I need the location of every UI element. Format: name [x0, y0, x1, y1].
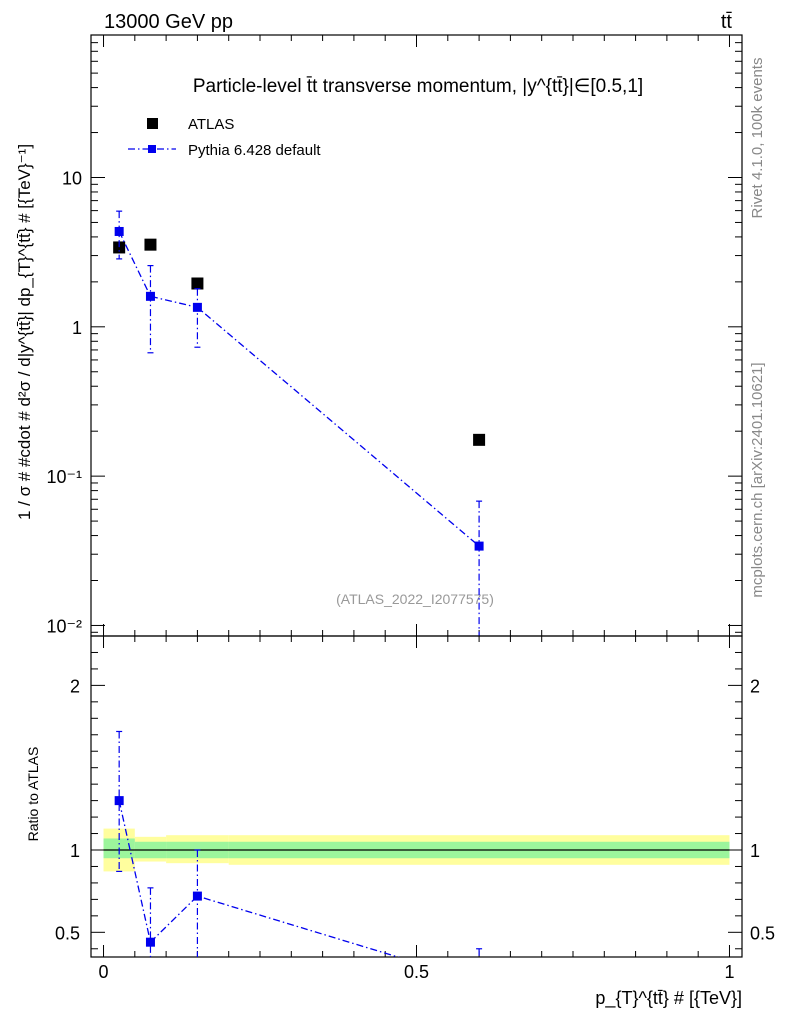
y-tick-label: 10⁻¹: [46, 467, 82, 487]
atlas-data-point: [113, 241, 126, 254]
pythia-data-point: [145, 291, 155, 301]
watermark-label: (ATLAS_2022_I2077575): [336, 591, 494, 607]
collision-label: 13000 GeV pp: [104, 11, 233, 33]
main-plot-title: Particle-level t̄t transverse momentum, …: [193, 76, 643, 97]
x-tick-label: 0: [99, 962, 109, 982]
rivet-version-label: Rivet 4.1.0, 100k events: [749, 58, 766, 219]
pythia-data-point: [474, 541, 484, 551]
atlas-data-point: [473, 433, 486, 446]
x-tick-label: 1: [724, 962, 734, 982]
ratio-y-tick-label-left: 0.5: [55, 923, 80, 943]
pythia-series-line: [118, 231, 480, 547]
legend: ATLAS Pythia 6.428 default: [128, 116, 321, 159]
ratio-y-tick-label-right: 0.5: [750, 923, 775, 943]
pythia-data-point: [114, 226, 124, 236]
ratio-y-tick-label-left: 1: [70, 841, 80, 861]
main-y-axis-label: 1 / σ # #cdot # d²σ / d|y^{tt̄}| dp_{T}^…: [15, 144, 34, 520]
x-axis-label: p_{T}^{tt̄} # [{TeV}]: [595, 988, 742, 1009]
ratio-panel: Ratio to ATLAS p_{T}^{tt̄} # [{TeV}] 0 0.…: [25, 635, 775, 1009]
ratio-y-axis-label: Ratio to ATLAS: [25, 747, 41, 842]
ratio-data-point: [475, 977, 484, 986]
ratio-series-group: [114, 730, 484, 986]
source-label: mcplots.cern.ch [arXiv:2401.10621]: [749, 362, 766, 597]
y-tick-label: 10⁻²: [46, 616, 82, 636]
legend-label-pythia: Pythia 6.428 default: [188, 142, 321, 159]
ratio-data-point: [114, 796, 124, 806]
atlas-data-point: [144, 238, 157, 251]
ratio-series-line: [118, 800, 401, 957]
legend-marker-atlas: [147, 118, 158, 129]
ratio-data-point: [145, 937, 155, 947]
main-panel: Particle-level t̄t transverse momentum, …: [15, 34, 743, 637]
x-tick-label: 0.5: [404, 962, 429, 982]
ratio-plot-frame: [90, 635, 743, 958]
ratio-y-tick-label-left: 2: [70, 676, 80, 696]
pythia-data-point: [192, 302, 202, 312]
ratio-y-tick-label-right: 2: [750, 676, 760, 696]
y-tick-label: 1: [72, 318, 82, 338]
ratio-y-tick-label-right: 1: [750, 841, 760, 861]
ratio-data-point: [192, 891, 202, 901]
legend-label-atlas: ATLAS: [188, 116, 234, 133]
y-tick-label: 10: [62, 168, 82, 188]
process-label: tt̄: [721, 11, 733, 33]
atlas-data-point: [191, 277, 204, 290]
legend-marker-pythia: [148, 145, 156, 153]
